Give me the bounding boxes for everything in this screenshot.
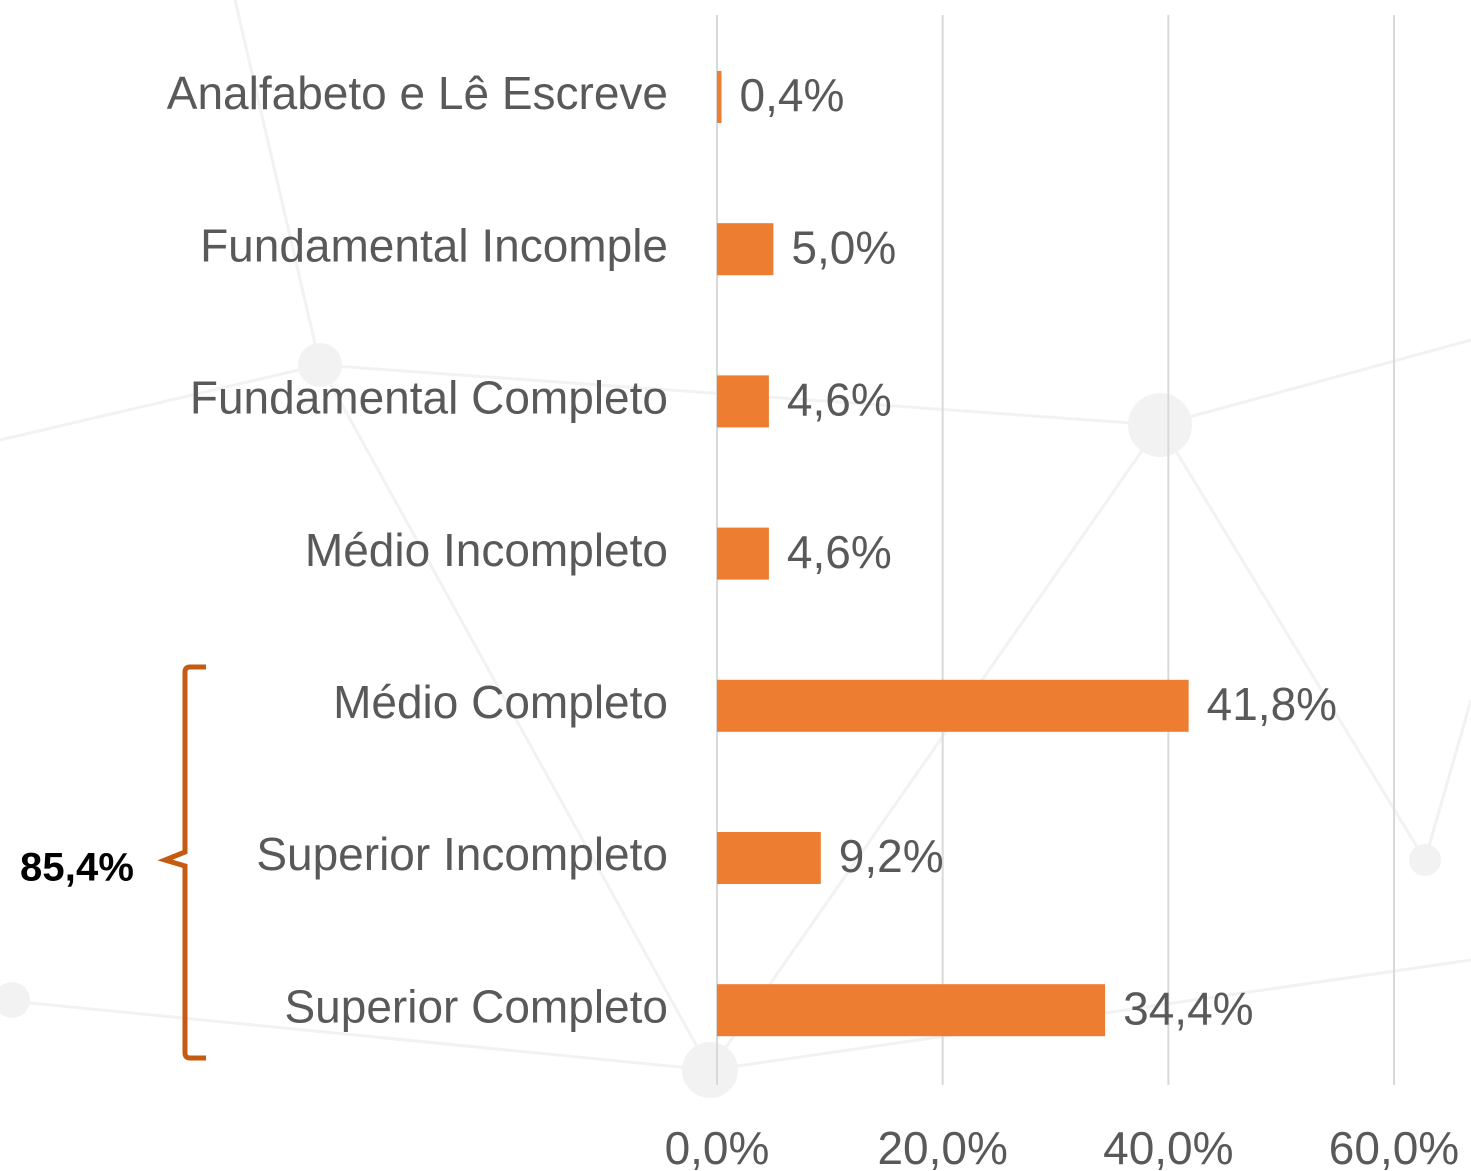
x-tick-label: 60,0% — [1329, 1122, 1459, 1171]
value-label: 0,4% — [740, 69, 845, 121]
bracket — [157, 664, 206, 1061]
value-label: 34,4% — [1123, 982, 1253, 1034]
x-tick-label: 40,0% — [1103, 1122, 1233, 1171]
bar — [717, 984, 1106, 1037]
bar — [717, 832, 821, 884]
background-pattern — [0, 0, 1471, 1098]
bar — [717, 223, 774, 276]
category-label: Superior Completo — [284, 980, 668, 1032]
value-label: 41,8% — [1207, 678, 1337, 730]
bar — [717, 679, 1189, 732]
bar — [717, 527, 769, 580]
value-label: 4,6% — [787, 374, 892, 426]
category-label: Médio Completo — [333, 676, 668, 728]
category-label: Médio Incompleto — [305, 524, 668, 576]
category-label: Fundamental Incomple — [200, 219, 668, 271]
category-label: Fundamental Completo — [190, 372, 668, 424]
category-label: Superior Incompleto — [256, 828, 668, 880]
value-label: 5,0% — [791, 221, 896, 273]
annotation: 85,4% — [20, 846, 134, 890]
bar — [717, 375, 769, 428]
bar — [717, 71, 722, 123]
value-label: 9,2% — [839, 830, 944, 882]
value-label: 4,6% — [787, 526, 892, 578]
x-tick-label: 20,0% — [877, 1122, 1007, 1171]
category-label: Analfabeto e Lê Escreve — [167, 67, 668, 119]
x-tick-label: 0,0% — [665, 1122, 770, 1171]
